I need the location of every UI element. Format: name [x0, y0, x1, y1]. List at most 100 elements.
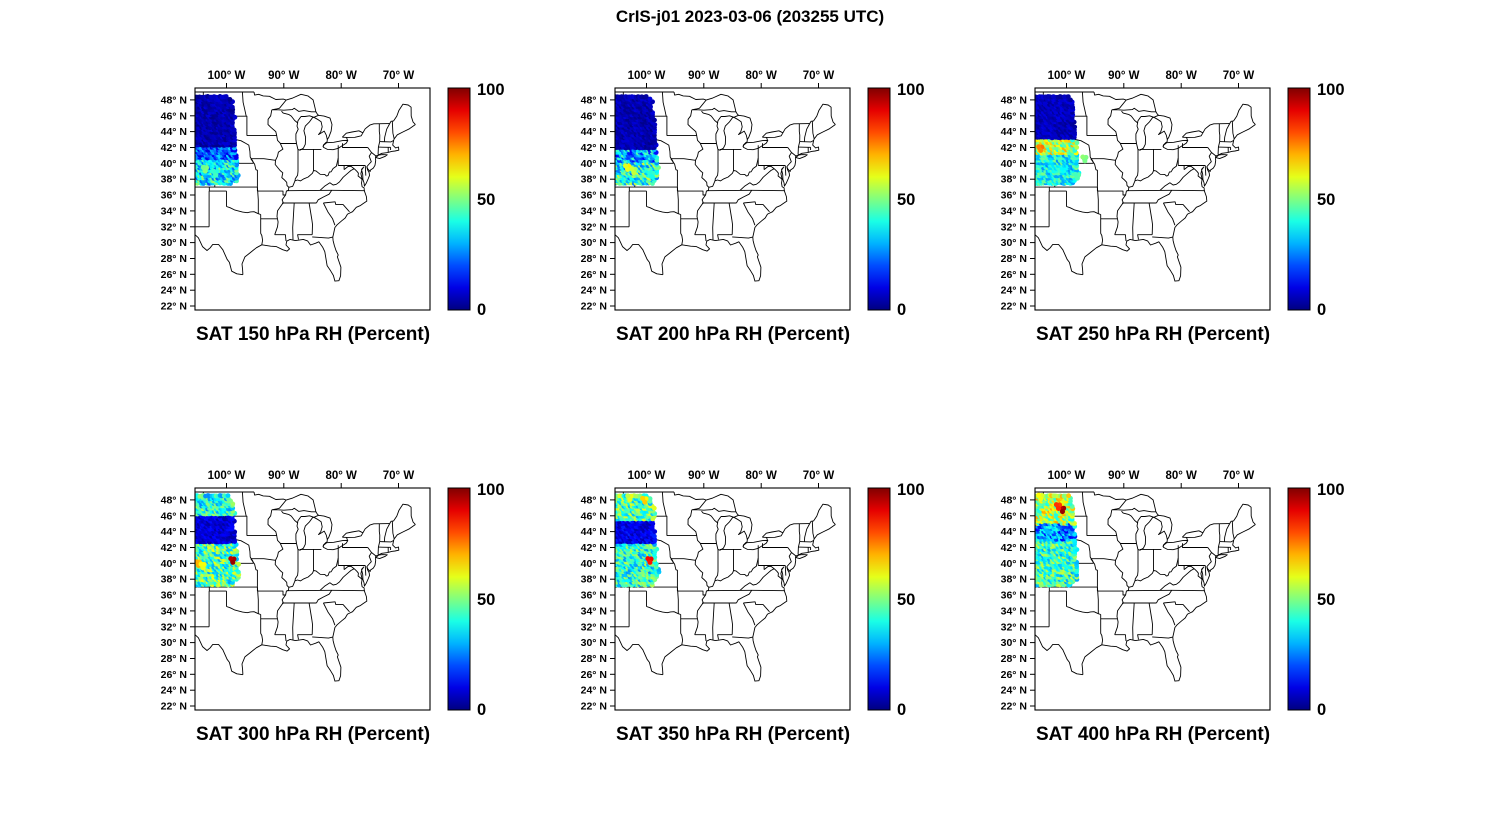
lat-axis: 48° N 46° N 44° N 42° N 40° N 38° N 36° N 34° N… [1001, 494, 1035, 713]
satellite-swath [195, 493, 242, 588]
lat-tick-label: 48° N [1001, 494, 1027, 506]
lat-tick-label: 32° N [161, 621, 187, 633]
lat-tick-label: 36° N [581, 590, 607, 602]
colorbar-tick-label: 50 [897, 591, 915, 609]
lon-tick-label: 100° W [628, 70, 666, 82]
lat-tick-label: 22° N [581, 701, 607, 713]
lon-tick-label: 80° W [745, 470, 777, 482]
lat-tick-label: 40° N [161, 158, 187, 170]
lon-axis: 100° W 90° W 80° W 70° W [1048, 470, 1255, 488]
lon-tick-label: 80° W [1165, 70, 1197, 82]
panel-title-250hpa: SAT 250 hPa RH (Percent) [1035, 324, 1271, 345]
panel-title-400hpa: SAT 400 hPa RH (Percent) [1035, 724, 1271, 745]
lat-axis: 48° N 46° N 44° N 42° N 40° N 38° N 36° N 34° N… [1001, 94, 1035, 313]
lat-tick-label: 40° N [161, 558, 187, 570]
panel-svg: 100° W 90° W 80° W 70° W 48° N 46° N 44° N 42° … [1001, 70, 1345, 319]
colorbar-tick-label: 0 [1317, 301, 1326, 319]
lat-tick-label: 32° N [581, 621, 607, 633]
lat-tick-label: 46° N [161, 510, 187, 522]
lon-axis: 100° W 90° W 80° W 70° W [1048, 70, 1255, 88]
lat-tick-label: 48° N [581, 94, 607, 106]
figure-title: CrIS-j01 2023-03-06 (203255 UTC) [615, 7, 885, 26]
lat-tick-label: 42° N [161, 142, 187, 154]
lat-tick-label: 40° N [1001, 158, 1027, 170]
panel-title-200hpa: SAT 200 hPa RH (Percent) [615, 324, 851, 345]
lon-tick-label: 100° W [208, 470, 246, 482]
lat-tick-label: 36° N [1001, 590, 1027, 602]
lat-tick-label: 32° N [161, 221, 187, 233]
colorbar-tick-label: 50 [897, 191, 915, 209]
lat-tick-label: 28° N [161, 253, 187, 265]
lat-tick-label: 30° N [1001, 637, 1027, 649]
lat-tick-label: 32° N [1001, 621, 1027, 633]
lon-tick-label: 90° W [268, 70, 300, 82]
lat-tick-label: 24° N [1001, 685, 1027, 697]
map-panel-300hpa: 100° W 90° W 80° W 70° W 48° N 46° N 44° N 42° … [110, 458, 530, 793]
lat-tick-label: 38° N [581, 174, 607, 186]
lat-tick-label: 46° N [1001, 510, 1027, 522]
lat-tick-label: 30° N [1001, 237, 1027, 249]
satellite-swath [615, 94, 661, 186]
lon-tick-label: 70° W [1223, 70, 1255, 82]
lat-tick-label: 38° N [581, 574, 607, 586]
lat-tick-label: 38° N [161, 574, 187, 586]
colorbar-tick-label: 100 [477, 481, 505, 499]
colorbar-tick-label: 0 [477, 301, 486, 319]
map-panel-350hpa: 100° W 90° W 80° W 70° W 48° N 46° N 44° N 42° … [530, 458, 950, 793]
lon-tick-label: 80° W [325, 470, 357, 482]
lon-tick-label: 80° W [745, 70, 777, 82]
panel-svg: 100° W 90° W 80° W 70° W 48° N 46° N 44° N 42° … [581, 70, 925, 319]
lon-tick-label: 100° W [1048, 470, 1086, 482]
lat-tick-label: 26° N [161, 669, 187, 681]
map-frame [194, 87, 431, 311]
colorbar-tick-label: 100 [477, 81, 505, 99]
lat-tick-label: 26° N [581, 669, 607, 681]
lat-tick-label: 44° N [581, 526, 607, 538]
lat-tick-label: 24° N [581, 685, 607, 697]
lon-tick-label: 90° W [268, 470, 300, 482]
lat-tick-label: 36° N [161, 590, 187, 602]
state-borders [615, 491, 836, 682]
lon-tick-label: 100° W [208, 70, 246, 82]
panel-svg: 100° W 90° W 80° W 70° W 48° N 46° N 44° N 42° … [581, 470, 925, 719]
lat-tick-label: 30° N [161, 637, 187, 649]
colorbar-tick-label: 50 [477, 591, 495, 609]
state-borders [615, 91, 836, 282]
map-panel-400hpa: 100° W 90° W 80° W 70° W 48° N 46° N 44° N 42° … [950, 458, 1370, 793]
lat-tick-label: 28° N [581, 653, 607, 665]
satellite-swath [1035, 492, 1080, 588]
lon-tick-label: 90° W [1108, 70, 1140, 82]
map-panel-150hpa: 100° W 90° W 80° W 70° W 48° N 46° N 44° N 42° … [110, 58, 530, 393]
lon-tick-label: 80° W [325, 70, 357, 82]
lat-tick-label: 40° N [1001, 558, 1027, 570]
lat-tick-label: 24° N [161, 685, 187, 697]
map-frame [1034, 487, 1271, 711]
lat-tick-label: 38° N [1001, 174, 1027, 186]
lat-tick-label: 44° N [581, 126, 607, 138]
lat-tick-label: 38° N [161, 174, 187, 186]
lat-tick-label: 48° N [1001, 94, 1027, 106]
lon-axis: 100° W 90° W 80° W 70° W [208, 470, 414, 488]
lat-tick-label: 22° N [1001, 701, 1027, 713]
lat-tick-label: 34° N [161, 205, 187, 217]
lon-tick-label: 90° W [688, 70, 720, 82]
lat-tick-label: 46° N [581, 110, 607, 122]
lat-tick-label: 44° N [1001, 526, 1027, 538]
colorbar-tick-label: 50 [1317, 591, 1335, 609]
panel-title-300hpa: SAT 300 hPa RH (Percent) [195, 724, 431, 745]
colorbar-tick-label: 100 [897, 481, 925, 499]
map-frame [614, 87, 851, 311]
lon-axis: 100° W 90° W 80° W 70° W [208, 70, 414, 88]
colorbar-tick-label: 0 [477, 701, 486, 719]
lon-tick-label: 70° W [1223, 470, 1255, 482]
lat-tick-label: 32° N [581, 221, 607, 233]
colorbar-tick-label: 100 [897, 81, 925, 99]
satellite-swath [615, 493, 662, 588]
lon-tick-label: 80° W [1165, 470, 1197, 482]
lat-tick-label: 42° N [1001, 542, 1027, 554]
lon-tick-label: 70° W [803, 470, 835, 482]
lat-axis: 48° N 46° N 44° N 42° N 40° N 38° N 36° N 34° N… [161, 494, 195, 713]
satellite-swath [195, 94, 241, 186]
lat-axis: 48° N 46° N 44° N 42° N 40° N 38° N 36° N 34° N… [161, 94, 195, 313]
panel-title-150hpa: SAT 150 hPa RH (Percent) [195, 324, 431, 345]
